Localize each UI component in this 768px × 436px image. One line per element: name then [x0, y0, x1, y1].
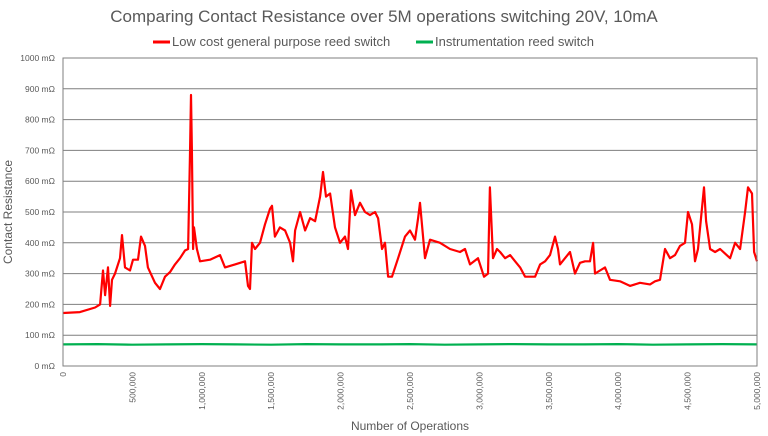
y-tick-label: 700 mΩ: [25, 145, 55, 155]
x-tick-label: 2,500,000: [405, 372, 415, 410]
chart-title: Comparing Contact Resistance over 5M ope…: [110, 7, 658, 26]
y-tick-label: 800 mΩ: [25, 115, 55, 125]
y-tick-label: 1000 mΩ: [20, 53, 55, 63]
legend-label-low-cost: Low cost general purpose reed switch: [172, 34, 390, 49]
y-axis-title: Contact Resistance: [1, 160, 15, 264]
x-tick-labels: 0 500,000 1,000,000 1,500,000 2,000,000 2,500…: [58, 372, 762, 410]
y-tick-labels: 0 mΩ 100 mΩ 200 mΩ 300 mΩ 400 mΩ 500 mΩ 600 mΩ…: [20, 53, 55, 371]
y-tick-label: 900 mΩ: [25, 84, 55, 94]
x-tick-label: 5,000,000: [752, 372, 762, 410]
x-tick-label: 1,000,000: [197, 372, 207, 410]
y-tick-label: 600 mΩ: [25, 176, 55, 186]
y-tick-label: 200 mΩ: [25, 299, 55, 309]
series-line-1: [62, 343, 758, 346]
x-tick-label: 2,000,000: [336, 372, 346, 410]
x-tick-label: 1,500,000: [266, 372, 276, 410]
series-line-0: [62, 93, 759, 315]
x-tick-label: 4,000,000: [613, 372, 623, 410]
plot-area-border: [62, 57, 758, 367]
y-tick-label: 0 mΩ: [34, 361, 55, 371]
y-tick-label: 300 mΩ: [25, 269, 55, 279]
y-tick-label: 500 mΩ: [25, 207, 55, 217]
legend-label-instrumentation: Instrumentation reed switch: [435, 34, 594, 49]
y-tick-label: 100 mΩ: [25, 330, 55, 340]
series-lines: [62, 93, 759, 346]
y-tick-label: 400 mΩ: [25, 238, 55, 248]
x-tick-label: 0: [58, 372, 68, 377]
x-tick-label: 4,500,000: [683, 372, 693, 410]
x-tick-label: 3,500,000: [544, 372, 554, 410]
legend: Low cost general purpose reed switch Ins…: [153, 34, 594, 49]
x-tick-label: 500,000: [127, 372, 137, 403]
x-axis-title: Number of Operations: [351, 419, 469, 433]
gridlines: [63, 57, 757, 367]
x-tick-label: 3,000,000: [474, 372, 484, 410]
